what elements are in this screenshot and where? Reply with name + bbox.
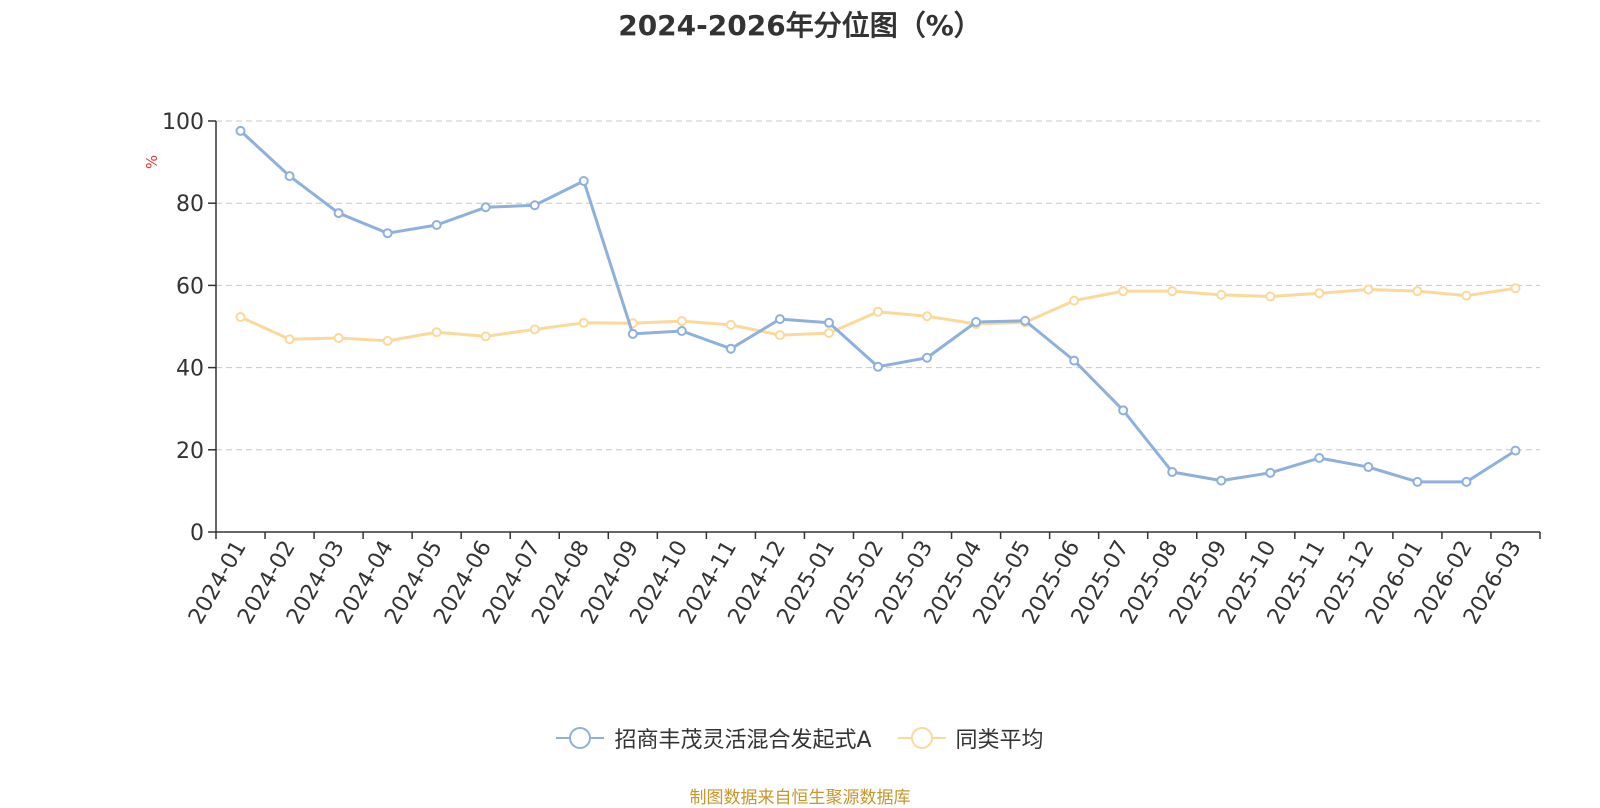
data-point-fund (627, 328, 638, 339)
data-point-average (480, 331, 491, 342)
data-point-fund (1363, 462, 1374, 473)
data-point-fund (823, 317, 834, 328)
legend-swatch-average (897, 727, 946, 749)
data-point-fund (235, 125, 246, 136)
data-point-average (333, 333, 344, 344)
data-point-fund (578, 176, 589, 187)
data-point-fund (333, 208, 344, 219)
y-tick-label: 100 (162, 110, 204, 135)
data-point-average (284, 334, 295, 345)
data-point-fund (1216, 475, 1227, 486)
data-point-fund (1265, 467, 1276, 478)
data-point-fund (1510, 445, 1521, 456)
data-point-fund (1314, 453, 1325, 464)
data-point-average (1118, 286, 1129, 297)
axes: 0204060801002024-012024-022024-032024-04… (162, 110, 1541, 629)
data-point-fund (774, 314, 785, 325)
gridlines (216, 120, 1540, 451)
data-point-average (922, 311, 933, 322)
data-point-fund (922, 352, 933, 363)
data-point-average (774, 330, 785, 341)
data-point-fund (431, 219, 442, 230)
source-note: 制图数据来自恒生聚源数据库 (689, 788, 911, 808)
y-tick-label: 20 (176, 439, 204, 464)
data-point-fund (480, 202, 491, 213)
data-point-fund (1020, 315, 1031, 326)
data-point-fund (676, 326, 687, 337)
data-point-fund (971, 316, 982, 327)
data-point-average (676, 316, 687, 327)
data-point-average (1216, 289, 1227, 300)
series-lines (235, 125, 1521, 487)
y-tick-label: 40 (176, 357, 204, 382)
data-point-fund (529, 200, 540, 211)
y-tick-label: 60 (176, 274, 204, 299)
data-point-average (725, 319, 736, 330)
data-point-average (1363, 284, 1374, 295)
data-point-average (1069, 295, 1080, 306)
data-point-fund (873, 361, 883, 372)
legend: 招商丰茂灵活混合发起式A 同类平均 (0, 722, 1600, 754)
data-point-average (873, 306, 883, 317)
data-point-average (382, 335, 393, 346)
data-point-fund (1118, 405, 1129, 416)
data-point-fund (284, 171, 295, 182)
data-point-average (1412, 286, 1423, 297)
data-point-average (529, 324, 540, 335)
y-tick-label: 0 (190, 521, 204, 546)
legend-label-average: 同类平均 (955, 728, 1044, 753)
y-tick-label: 80 (176, 192, 204, 217)
data-point-average (578, 317, 589, 328)
data-point-fund (1069, 355, 1080, 366)
data-point-average (1510, 283, 1521, 294)
chart-title: 2024-2026年分位图（%） (618, 9, 982, 42)
data-point-average (823, 328, 834, 339)
data-point-average (1265, 291, 1276, 302)
series-line-fund (239, 129, 1517, 484)
data-point-fund (382, 228, 393, 239)
data-point-average (1314, 288, 1325, 299)
data-point-fund (1461, 476, 1472, 487)
data-point-average (235, 312, 246, 323)
legend-item-fund[interactable]: 招商丰茂灵活混合发起式A (556, 722, 872, 754)
data-point-fund (1167, 466, 1178, 477)
legend-swatch-fund (556, 727, 605, 749)
data-point-fund (1412, 476, 1423, 487)
y-axis-label: % (143, 155, 161, 169)
data-point-average (431, 327, 442, 338)
legend-item-average[interactable]: 同类平均 (897, 722, 1044, 754)
data-point-average (1167, 286, 1178, 297)
data-point-fund (725, 343, 736, 354)
legend-label-fund: 招商丰茂灵活混合发起式A (614, 728, 872, 753)
data-point-average (1461, 290, 1472, 301)
